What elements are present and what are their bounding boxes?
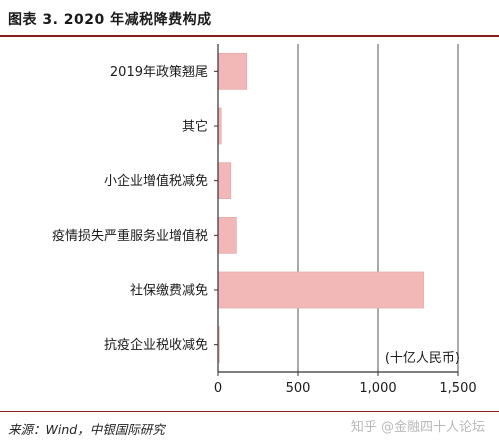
x-tick-label-3: 1,500: [439, 381, 476, 396]
category-labels: 2019年政策翘尾其它小企业增值税减免疫情损失严重服务业增值税社保缴费减免抗疫企…: [52, 64, 208, 353]
axes: [214, 44, 459, 376]
bar-4: [217, 271, 424, 309]
x-tick-label-1: 500: [286, 381, 311, 396]
bar-0: [217, 52, 248, 90]
title-rule: [0, 35, 499, 37]
bottom-rule: [0, 411, 499, 412]
x-tick-label-2: 1,000: [359, 381, 396, 396]
category-label-2: 小企业增值税减免: [104, 173, 208, 189]
gridlines: [297, 44, 459, 372]
bar-2: [217, 162, 232, 200]
watermark: 知乎 @金融四十人论坛: [350, 420, 485, 435]
category-label-5: 抗疫企业税收减免: [104, 337, 208, 353]
unit-label: (十亿人民币): [385, 351, 460, 366]
bars: [217, 52, 424, 364]
category-label-3: 疫情损失严重服务业增值税: [52, 228, 208, 244]
category-label-1: 其它: [182, 119, 208, 135]
category-label-0: 2019年政策翘尾: [110, 64, 208, 80]
category-label-4: 社保缴费减免: [130, 283, 208, 299]
tick-labels: 0 500 1,000 1,500: [214, 381, 477, 396]
figure-title: 图表 3. 2020 年减税降费构成: [8, 12, 212, 28]
source-note: 来源：Wind，中银国际研究: [8, 422, 165, 437]
x-tick-label-0: 0: [214, 381, 222, 396]
bar-3: [217, 216, 237, 254]
